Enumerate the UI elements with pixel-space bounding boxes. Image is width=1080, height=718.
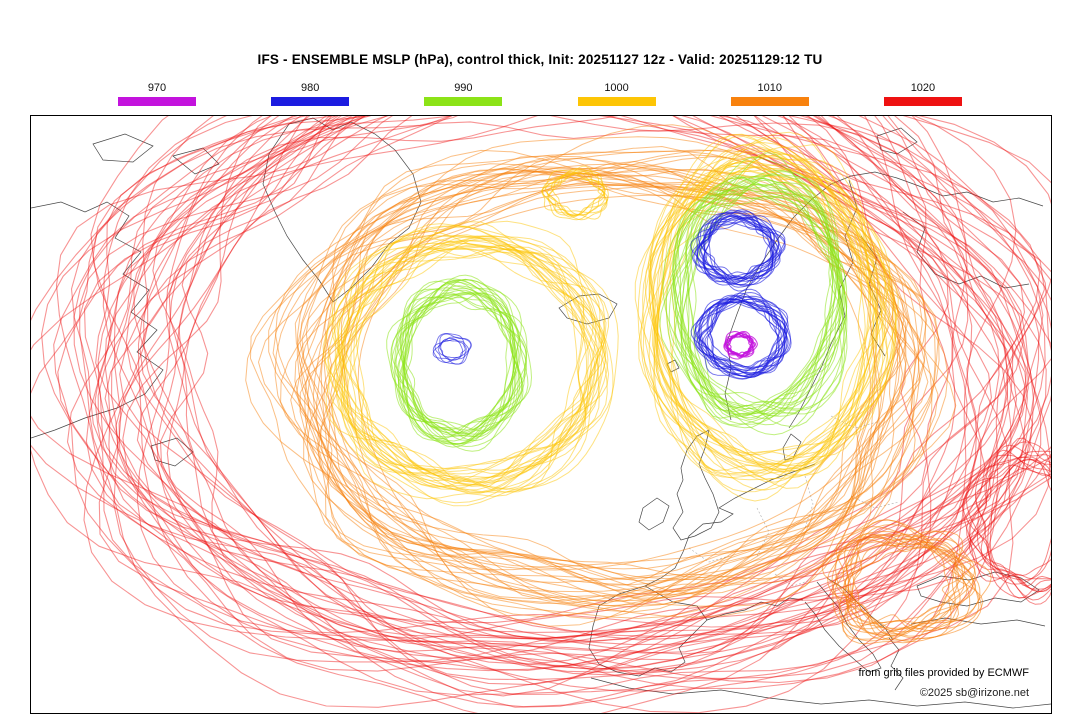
- chart-title: IFS - ENSEMBLE MSLP (hPa), control thick…: [257, 52, 823, 67]
- legend-level-label: 1000: [604, 82, 629, 94]
- legend-color-bar: [577, 97, 656, 106]
- map-frame: from grib files provided by ECMWF ©2025 …: [30, 115, 1052, 714]
- legend-level-label: 970: [147, 82, 167, 94]
- legend-item: 1010: [730, 82, 809, 106]
- legend-item: 980: [271, 82, 350, 106]
- legend-color-bar: [883, 97, 962, 106]
- legend-level-label: 1010: [757, 82, 782, 94]
- legend-color-bar: [118, 97, 196, 106]
- legend: 970 980 990 1000 1010 1020: [118, 82, 962, 106]
- ensemble-contour-map: [31, 116, 1051, 713]
- legend-color-bar: [424, 97, 503, 106]
- legend-item: 1000: [577, 82, 656, 106]
- legend-item: 1020: [883, 82, 962, 106]
- legend-item: 970: [118, 82, 196, 106]
- legend-item: 990: [424, 82, 503, 106]
- data-source-credit: from grib files provided by ECMWF: [858, 667, 1029, 679]
- legend-color-bar: [271, 97, 350, 106]
- legend-level-label: 1020: [910, 82, 936, 94]
- legend-level-label: 980: [301, 82, 320, 94]
- legend-color-bar: [730, 97, 809, 106]
- copyright-note: ©2025 sb@irizone.net: [919, 687, 1029, 699]
- legend-level-label: 990: [454, 82, 473, 94]
